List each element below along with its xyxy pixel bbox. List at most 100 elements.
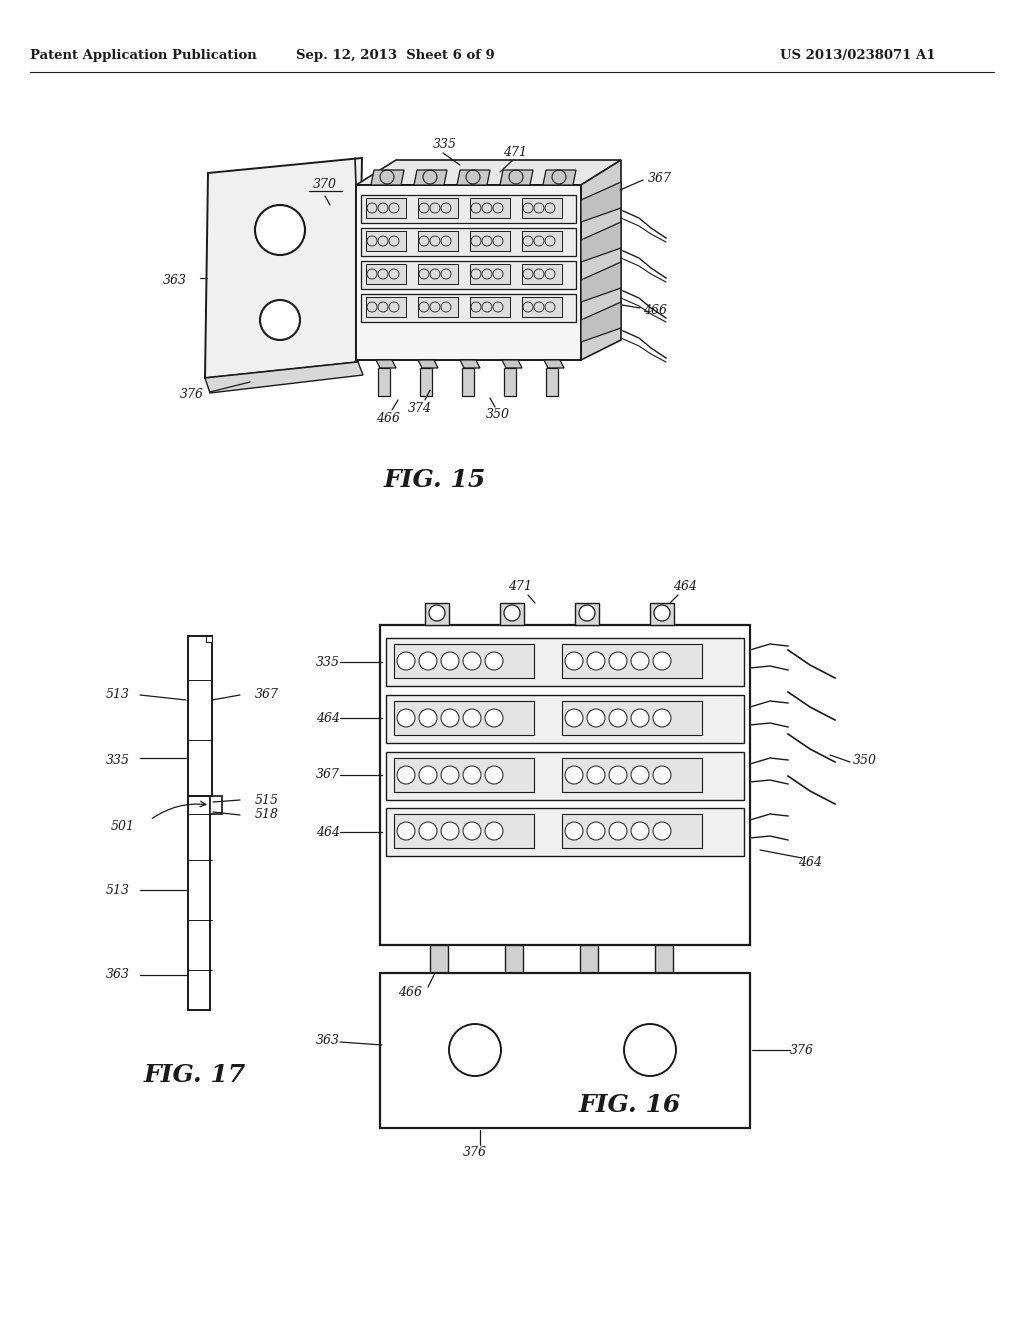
Circle shape xyxy=(397,766,415,784)
Circle shape xyxy=(463,709,481,727)
Circle shape xyxy=(441,766,459,784)
Polygon shape xyxy=(581,261,621,302)
Circle shape xyxy=(397,822,415,840)
Text: 376: 376 xyxy=(463,1147,487,1159)
Bar xyxy=(386,638,744,686)
Circle shape xyxy=(441,709,459,727)
Bar xyxy=(386,808,744,855)
Circle shape xyxy=(260,300,300,341)
Text: 363: 363 xyxy=(316,1034,340,1047)
Bar xyxy=(206,636,212,642)
Circle shape xyxy=(653,709,671,727)
Circle shape xyxy=(587,766,605,784)
Bar xyxy=(522,264,562,284)
Circle shape xyxy=(653,652,671,671)
Bar xyxy=(361,228,575,256)
Circle shape xyxy=(565,652,583,671)
Bar xyxy=(462,368,474,396)
Bar xyxy=(394,644,534,678)
Bar xyxy=(505,945,523,975)
Bar xyxy=(394,701,534,735)
Text: 374: 374 xyxy=(408,401,432,414)
Text: 501: 501 xyxy=(111,821,135,833)
Polygon shape xyxy=(460,360,480,368)
Polygon shape xyxy=(581,302,621,342)
Polygon shape xyxy=(414,170,447,185)
Circle shape xyxy=(463,766,481,784)
Bar xyxy=(562,644,702,678)
Circle shape xyxy=(419,709,437,727)
Bar xyxy=(470,231,510,251)
Text: Patent Application Publication: Patent Application Publication xyxy=(30,49,257,62)
Bar xyxy=(386,752,744,800)
Circle shape xyxy=(485,822,503,840)
Bar xyxy=(210,796,222,814)
Circle shape xyxy=(631,709,649,727)
Bar xyxy=(380,624,750,945)
Bar xyxy=(380,973,750,1129)
Text: 466: 466 xyxy=(398,986,422,999)
Text: 367: 367 xyxy=(648,172,672,185)
Bar xyxy=(188,796,210,1010)
Circle shape xyxy=(485,652,503,671)
Circle shape xyxy=(449,1024,501,1076)
Bar xyxy=(366,264,406,284)
Circle shape xyxy=(654,605,670,620)
Polygon shape xyxy=(356,160,621,185)
Text: 335: 335 xyxy=(106,754,130,767)
Bar xyxy=(361,261,575,289)
Bar xyxy=(425,603,449,624)
Text: 335: 335 xyxy=(433,139,457,152)
Bar xyxy=(386,696,744,743)
Bar xyxy=(562,814,702,847)
Text: FIG. 16: FIG. 16 xyxy=(579,1093,681,1117)
Circle shape xyxy=(504,605,520,620)
Circle shape xyxy=(587,822,605,840)
Bar xyxy=(394,814,534,847)
Polygon shape xyxy=(581,160,621,360)
Polygon shape xyxy=(205,158,362,378)
Polygon shape xyxy=(371,170,404,185)
Circle shape xyxy=(631,766,649,784)
Circle shape xyxy=(441,822,459,840)
Text: 350: 350 xyxy=(853,754,877,767)
Bar xyxy=(420,368,432,396)
Circle shape xyxy=(463,652,481,671)
Text: 363: 363 xyxy=(106,969,130,982)
Circle shape xyxy=(609,822,627,840)
Circle shape xyxy=(565,709,583,727)
Bar xyxy=(470,198,510,218)
Circle shape xyxy=(429,605,445,620)
Bar xyxy=(418,297,458,317)
Polygon shape xyxy=(457,170,490,185)
Text: 515: 515 xyxy=(255,793,279,807)
Circle shape xyxy=(441,652,459,671)
Circle shape xyxy=(463,822,481,840)
Text: 363: 363 xyxy=(163,273,187,286)
Text: 513: 513 xyxy=(106,689,130,701)
Circle shape xyxy=(485,766,503,784)
Bar xyxy=(522,198,562,218)
Circle shape xyxy=(397,709,415,727)
Polygon shape xyxy=(581,222,621,261)
Bar xyxy=(562,758,702,792)
Bar xyxy=(655,945,673,975)
Bar xyxy=(546,368,558,396)
Circle shape xyxy=(397,652,415,671)
Polygon shape xyxy=(205,362,362,393)
Bar xyxy=(378,368,390,396)
Circle shape xyxy=(587,652,605,671)
Text: 518: 518 xyxy=(255,808,279,821)
Polygon shape xyxy=(581,182,621,222)
Text: 513: 513 xyxy=(106,883,130,896)
Polygon shape xyxy=(356,185,581,360)
Text: 335: 335 xyxy=(316,656,340,668)
Bar xyxy=(470,264,510,284)
Bar xyxy=(580,945,598,975)
Bar xyxy=(418,198,458,218)
Circle shape xyxy=(631,822,649,840)
Circle shape xyxy=(485,709,503,727)
Polygon shape xyxy=(500,170,534,185)
Circle shape xyxy=(624,1024,676,1076)
Bar xyxy=(366,297,406,317)
